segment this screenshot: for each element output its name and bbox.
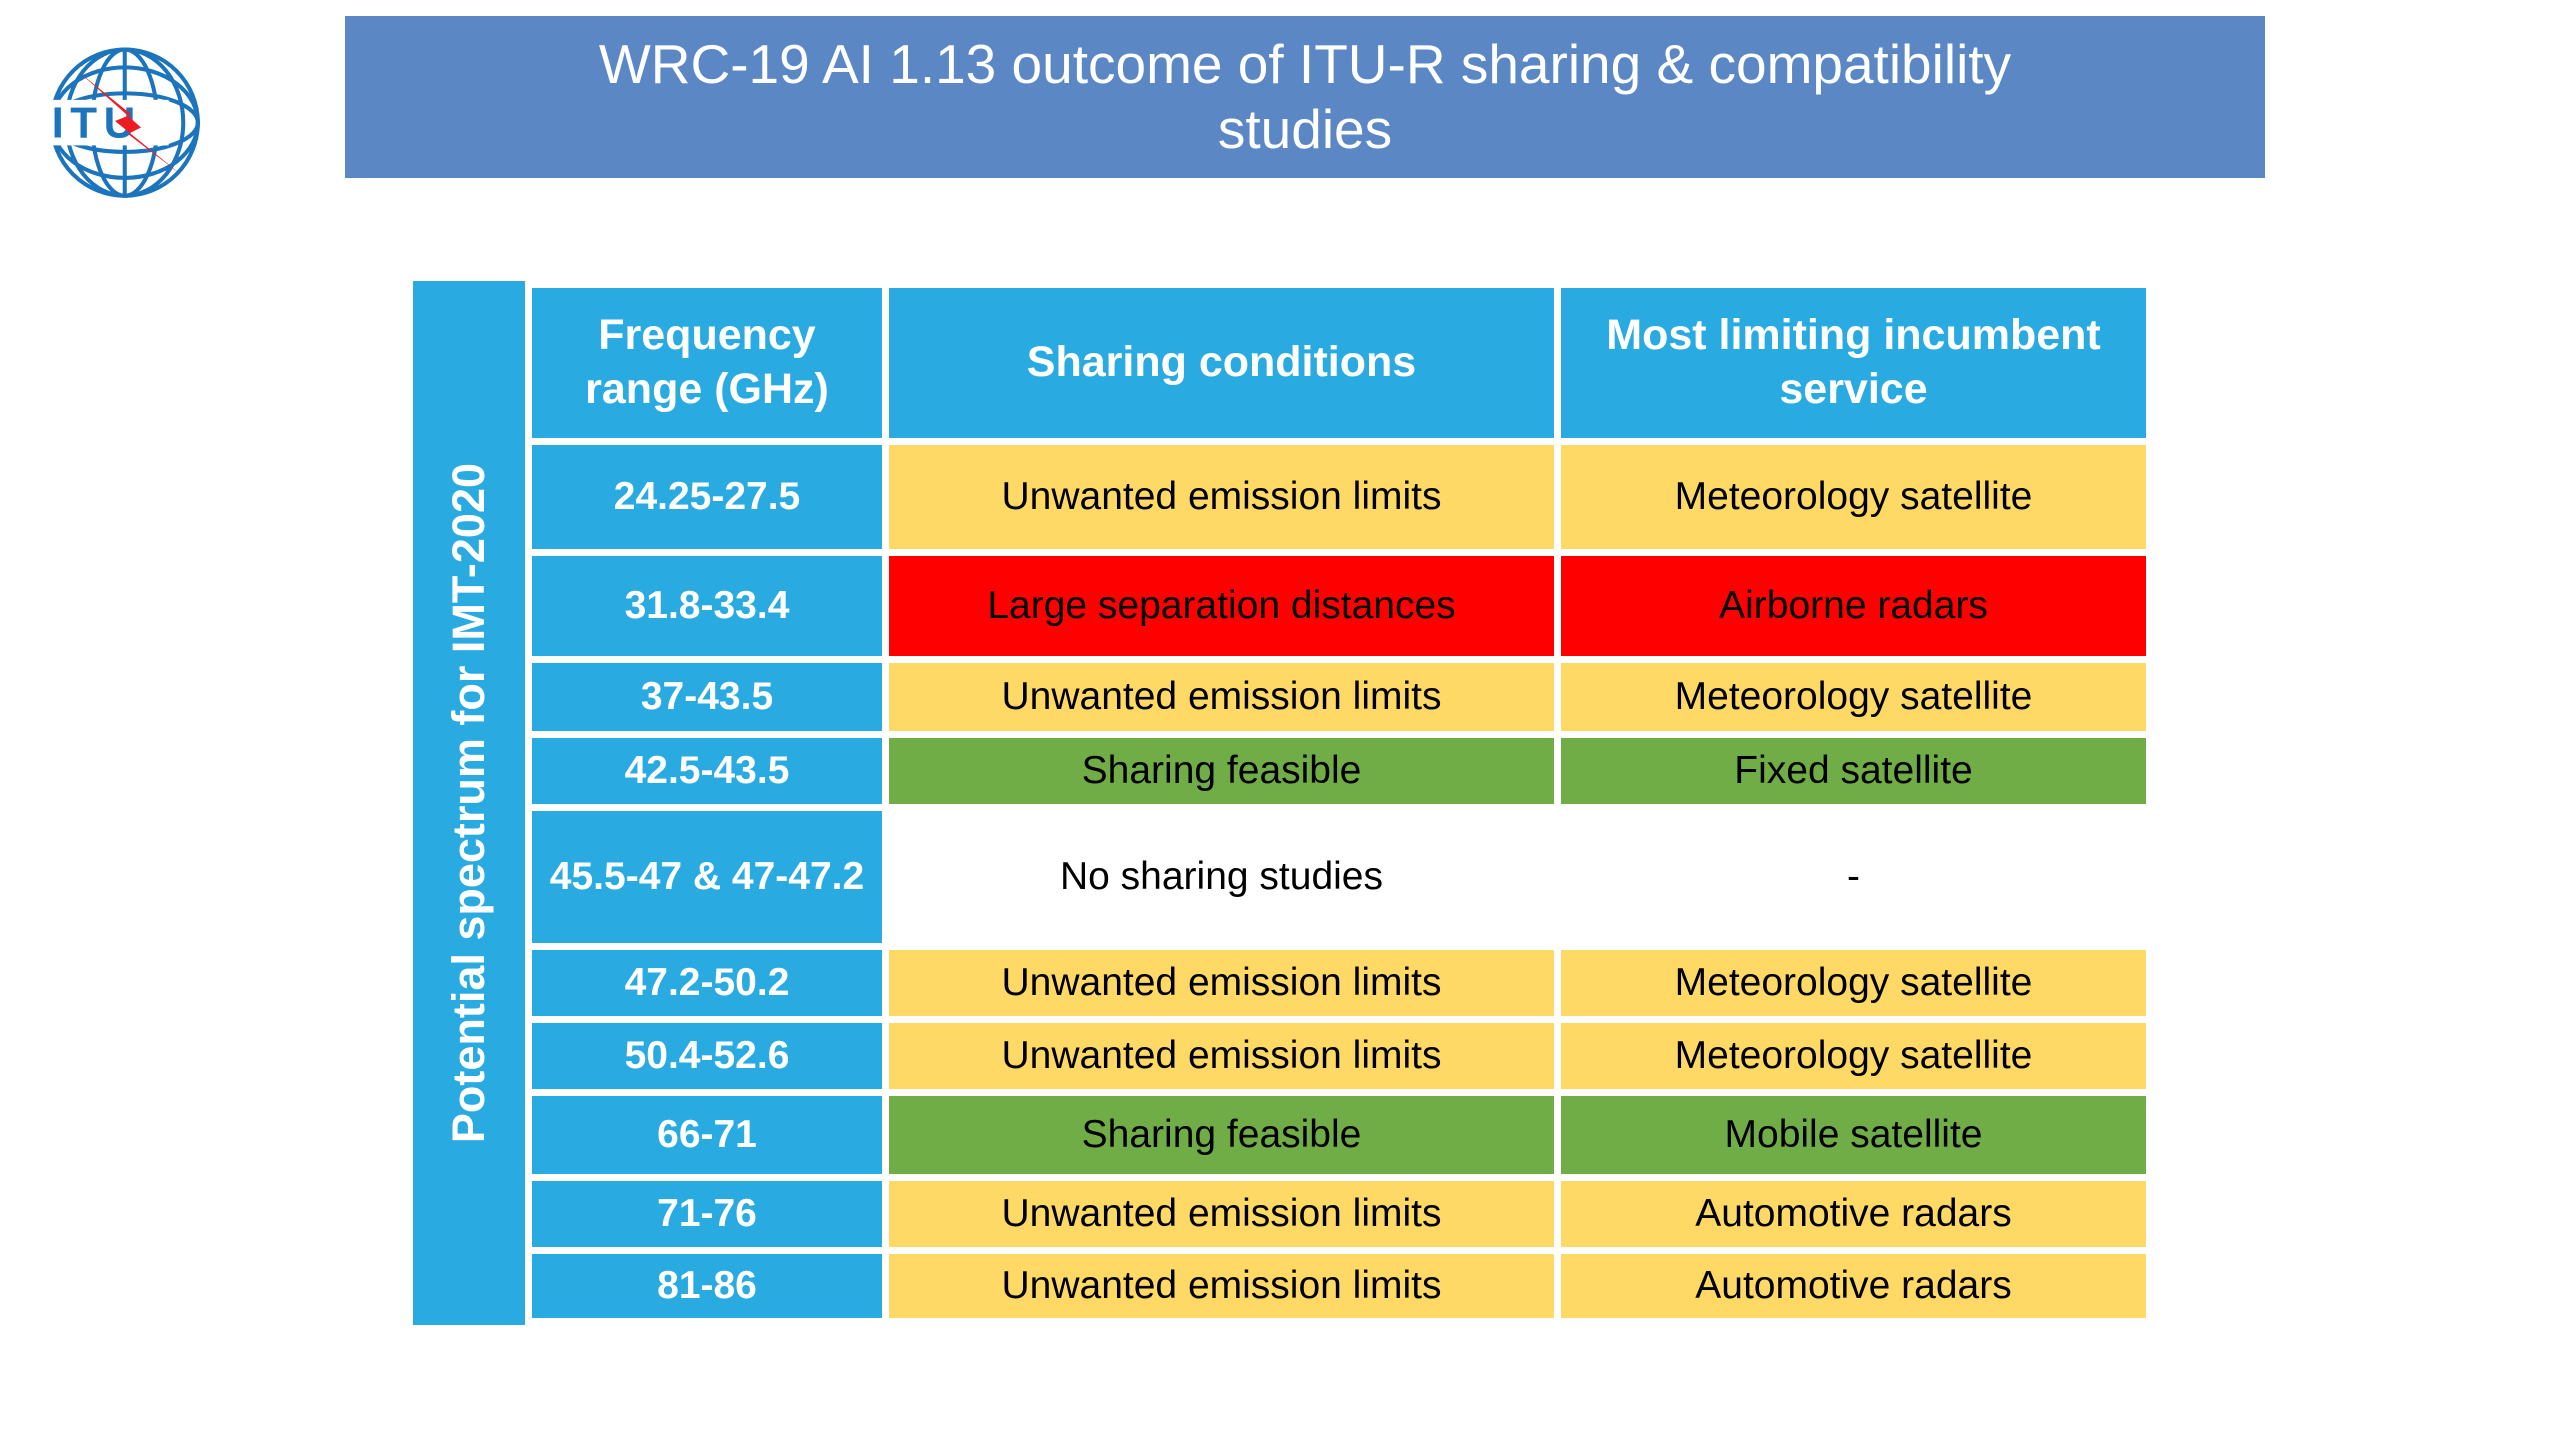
incumbent-service-cell: - bbox=[1561, 811, 2146, 943]
incumbent-service-cell: Airborne radars bbox=[1561, 556, 2146, 656]
itu-logo: ITU bbox=[28, 30, 228, 225]
table-row: 45.5-47 & 47-47.2 No sharing studies - bbox=[532, 811, 2146, 943]
lightning-icon bbox=[79, 72, 184, 177]
table-body: 24.25-27.5 Unwanted emission limits Meteor… bbox=[532, 445, 2146, 1318]
sharing-conditions-cell: Unwanted emission limits bbox=[889, 1023, 1554, 1089]
globe-icon: ITU bbox=[45, 47, 200, 198]
frequency-cell: 71-76 bbox=[532, 1181, 882, 1247]
sharing-conditions-cell: No sharing studies bbox=[889, 811, 1554, 943]
table-row: 81-86 Unwanted emission limits Automotive … bbox=[532, 1254, 2146, 1318]
slide-title-line1: WRC-19 AI 1.13 outcome of ITU-R sharing … bbox=[598, 33, 2012, 96]
frequency-cell: 42.5-43.5 bbox=[532, 738, 882, 804]
table-row: 50.4-52.6 Unwanted emission limits Meteoro… bbox=[532, 1023, 2146, 1089]
sharing-conditions-cell: Sharing feasible bbox=[889, 738, 1554, 804]
incumbent-service-cell: Fixed satellite bbox=[1561, 738, 2146, 804]
frequency-cell: 66-71 bbox=[532, 1096, 882, 1174]
header-row: Frequency range (GHz) Sharing conditions… bbox=[532, 288, 2146, 438]
header-frequency: Frequency range (GHz) bbox=[532, 288, 882, 438]
table-row: 37-43.5 Unwanted emission limits Meteorolo… bbox=[532, 663, 2146, 731]
incumbent-service-cell: Meteorology satellite bbox=[1561, 663, 2146, 731]
frequency-cell: 45.5-47 & 47-47.2 bbox=[532, 811, 882, 943]
incumbent-service-cell: Meteorology satellite bbox=[1561, 950, 2146, 1016]
side-label: Potential spectrum for IMT-2020 bbox=[443, 462, 494, 1144]
title-banner: WRC-19 AI 1.13 outcome of ITU-R sharing … bbox=[345, 16, 2265, 178]
frequency-cell: 24.25-27.5 bbox=[532, 445, 882, 549]
sharing-conditions-cell: Unwanted emission limits bbox=[889, 1181, 1554, 1247]
slide-title-line2: studies bbox=[1217, 98, 1393, 160]
sharing-conditions-cell: Unwanted emission limits bbox=[889, 950, 1554, 1016]
header-incumbent-service: Most limiting incumbent service bbox=[1561, 288, 2146, 438]
incumbent-service-cell: Automotive radars bbox=[1561, 1181, 2146, 1247]
frequency-cell: 37-43.5 bbox=[532, 663, 882, 731]
table-row: 47.2-50.2 Unwanted emission limits Meteoro… bbox=[532, 950, 2146, 1016]
incumbent-service-cell: Automotive radars bbox=[1561, 1254, 2146, 1318]
incumbent-service-cell: Meteorology satellite bbox=[1561, 1023, 2146, 1089]
frequency-cell: 31.8-33.4 bbox=[532, 556, 882, 656]
incumbent-service-cell: Mobile satellite bbox=[1561, 1096, 2146, 1174]
table-row: 42.5-43.5 Sharing feasible Fixed satellite bbox=[532, 738, 2146, 804]
frequency-cell: 50.4-52.6 bbox=[532, 1023, 882, 1089]
frequency-cell: 47.2-50.2 bbox=[532, 950, 882, 1016]
frequency-cell: 81-86 bbox=[532, 1254, 882, 1318]
sharing-conditions-cell: Unwanted emission limits bbox=[889, 1254, 1554, 1318]
sharing-conditions-cell: Sharing feasible bbox=[889, 1096, 1554, 1174]
sharing-conditions-cell: Large separation distances bbox=[889, 556, 1554, 656]
table-row: 31.8-33.4 Large separation distances Airbo… bbox=[532, 556, 2146, 656]
table-row: 24.25-27.5 Unwanted emission limits Meteor… bbox=[532, 445, 2146, 549]
sharing-conditions-cell: Unwanted emission limits bbox=[889, 445, 1554, 549]
header-sharing-conditions: Sharing conditions bbox=[889, 288, 1554, 438]
incumbent-service-cell: Meteorology satellite bbox=[1561, 445, 2146, 549]
side-band: Potential spectrum for IMT-2020 bbox=[413, 281, 525, 1325]
table-row: 66-71 Sharing feasible Mobile satellite bbox=[532, 1096, 2146, 1174]
sharing-conditions-cell: Unwanted emission limits bbox=[889, 663, 1554, 731]
spectrum-table: Potential spectrum for IMT-2020 Frequenc… bbox=[413, 281, 2153, 1325]
sharing-studies-table: Frequency range (GHz) Sharing conditions… bbox=[525, 281, 2153, 1325]
table-row: 71-76 Unwanted emission limits Automotive … bbox=[532, 1181, 2146, 1247]
